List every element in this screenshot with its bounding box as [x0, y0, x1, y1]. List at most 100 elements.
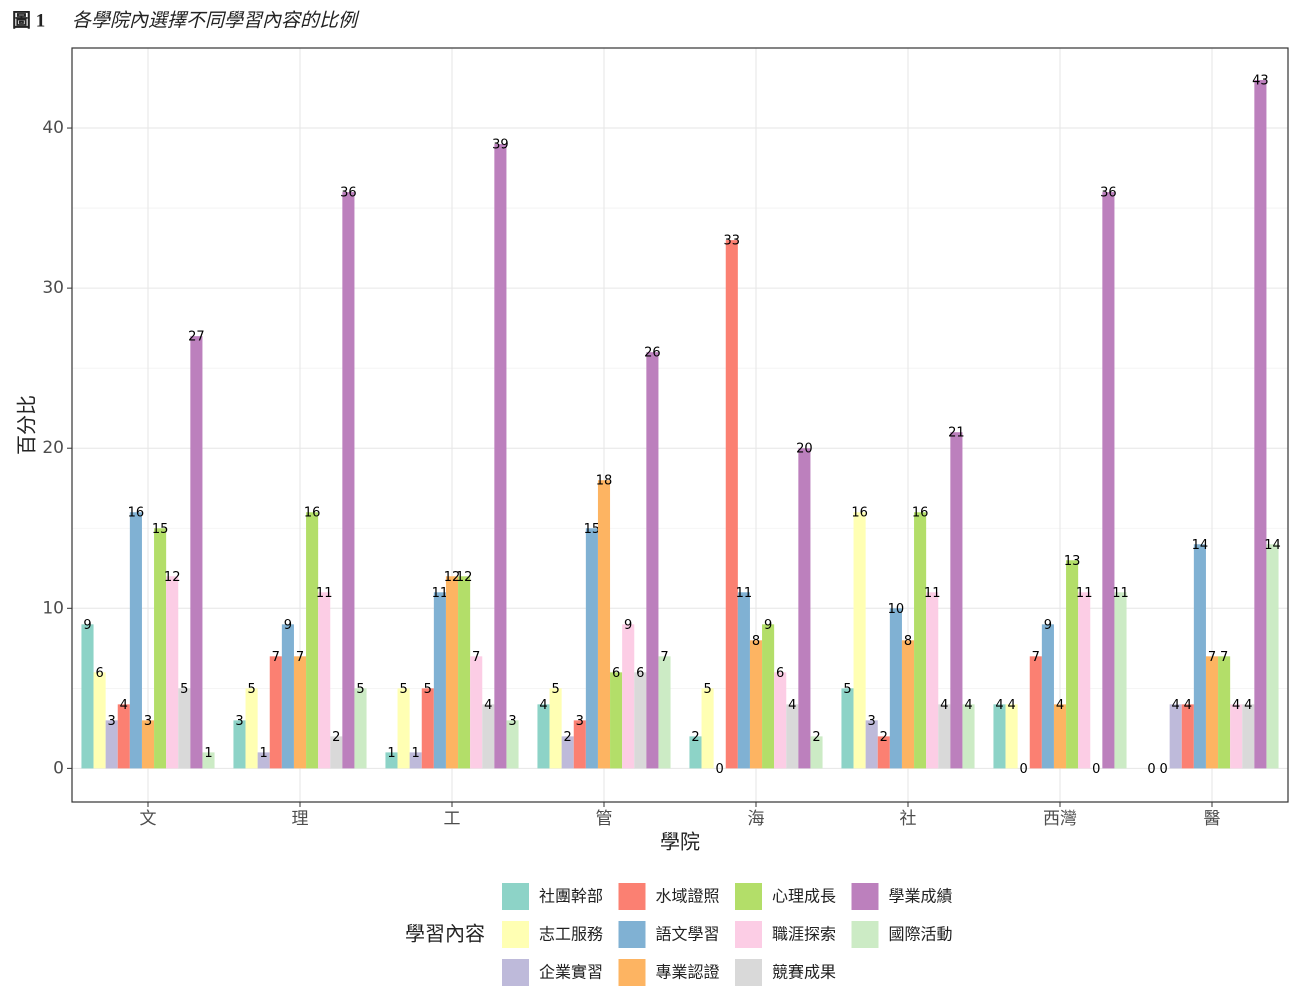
- value-label: 9: [1044, 618, 1052, 633]
- bar: [306, 512, 319, 769]
- legend-swatch: [735, 921, 762, 948]
- value-label: 39: [492, 138, 509, 153]
- value-label: 9: [764, 618, 772, 633]
- value-label: 11: [924, 586, 941, 601]
- value-label: 0: [1092, 762, 1100, 777]
- bar: [105, 720, 118, 769]
- bar: [257, 752, 270, 769]
- value-label: 27: [188, 330, 205, 345]
- value-label: 0: [1147, 762, 1155, 777]
- legend-label: 志工服務: [539, 925, 603, 944]
- value-label: 1: [260, 746, 268, 761]
- x-tick-label: 文: [140, 809, 157, 829]
- x-tick-label: 海: [748, 809, 765, 829]
- value-label: 0: [716, 762, 724, 777]
- bar: [1181, 704, 1194, 769]
- bar: [81, 624, 94, 769]
- legend-swatch: [618, 883, 646, 910]
- bar: [233, 720, 246, 769]
- bar: [537, 704, 550, 769]
- legend-label: 競賽成果: [772, 963, 836, 982]
- bar: [1254, 80, 1267, 769]
- value-label: 7: [1032, 650, 1040, 665]
- value-label: 0: [1159, 762, 1167, 777]
- value-label: 14: [1192, 538, 1209, 553]
- bar: [962, 704, 975, 769]
- value-label: 3: [108, 714, 116, 729]
- value-label: 9: [83, 618, 91, 633]
- value-label: 0: [1020, 762, 1028, 777]
- value-label: 6: [636, 666, 644, 681]
- bar: [889, 608, 902, 769]
- value-label: 6: [95, 666, 103, 681]
- bar: [1218, 656, 1231, 769]
- bar: [178, 688, 191, 769]
- value-label: 4: [1244, 698, 1252, 713]
- value-label: 4: [964, 698, 972, 713]
- bar: [354, 688, 367, 769]
- bar: [549, 688, 562, 769]
- legend-label: 國際活動: [889, 925, 953, 944]
- value-label: 2: [691, 730, 699, 745]
- bar: [166, 576, 179, 769]
- x-axis-title: 學院: [660, 830, 700, 854]
- value-label: 14: [1264, 538, 1281, 553]
- bar: [1029, 656, 1042, 769]
- value-label: 13: [1064, 554, 1081, 569]
- value-label: 8: [752, 634, 760, 649]
- value-label: 20: [796, 442, 813, 457]
- legend-label: 職涯探索: [772, 925, 836, 944]
- value-label: 2: [812, 730, 820, 745]
- legend-label: 專業認證: [656, 963, 720, 982]
- y-tick-label: 0: [53, 758, 64, 778]
- value-label: 7: [472, 650, 480, 665]
- bar: [938, 704, 951, 769]
- value-label: 16: [912, 506, 929, 521]
- value-label: 4: [1232, 698, 1240, 713]
- value-label: 4: [1172, 698, 1180, 713]
- bar: [397, 688, 410, 769]
- value-label: 4: [1007, 698, 1015, 713]
- bar: [1169, 704, 1182, 769]
- bar: [561, 736, 574, 769]
- bar: [129, 512, 142, 769]
- value-label: 11: [1076, 586, 1093, 601]
- bar: [634, 672, 647, 769]
- value-label: 5: [843, 682, 851, 697]
- legend-swatch: [735, 959, 762, 986]
- value-label: 11: [736, 586, 753, 601]
- bar: [293, 656, 307, 769]
- value-label: 3: [144, 714, 152, 729]
- value-label: 8: [904, 634, 912, 649]
- bar: [689, 736, 702, 769]
- value-label: 1: [412, 746, 420, 761]
- bar: [1041, 624, 1054, 769]
- bar: [1005, 704, 1018, 769]
- x-tick-label: 醫: [1204, 809, 1221, 829]
- bar: [993, 704, 1006, 769]
- bar: [701, 688, 714, 769]
- legend-swatch: [851, 883, 879, 910]
- bar: [573, 720, 586, 769]
- value-label: 11: [432, 586, 449, 601]
- value-label: 12: [444, 570, 461, 585]
- bar: [865, 720, 878, 769]
- value-label: 7: [1208, 650, 1216, 665]
- value-label: 1: [387, 746, 395, 761]
- legend-label: 語文學習: [656, 925, 720, 944]
- value-label: 4: [1056, 698, 1064, 713]
- value-label: 9: [284, 618, 292, 633]
- legend-label: 水域證照: [656, 887, 720, 906]
- value-label: 2: [564, 730, 572, 745]
- value-label: 15: [152, 522, 169, 537]
- bar: [494, 144, 507, 769]
- bar: [786, 704, 799, 769]
- y-tick-label: 40: [42, 118, 64, 138]
- x-tick-label: 社: [900, 809, 917, 829]
- value-label: 1: [204, 746, 212, 761]
- bar: [470, 656, 483, 769]
- bar: [281, 624, 294, 769]
- value-label: 7: [660, 650, 668, 665]
- value-label: 5: [424, 682, 432, 697]
